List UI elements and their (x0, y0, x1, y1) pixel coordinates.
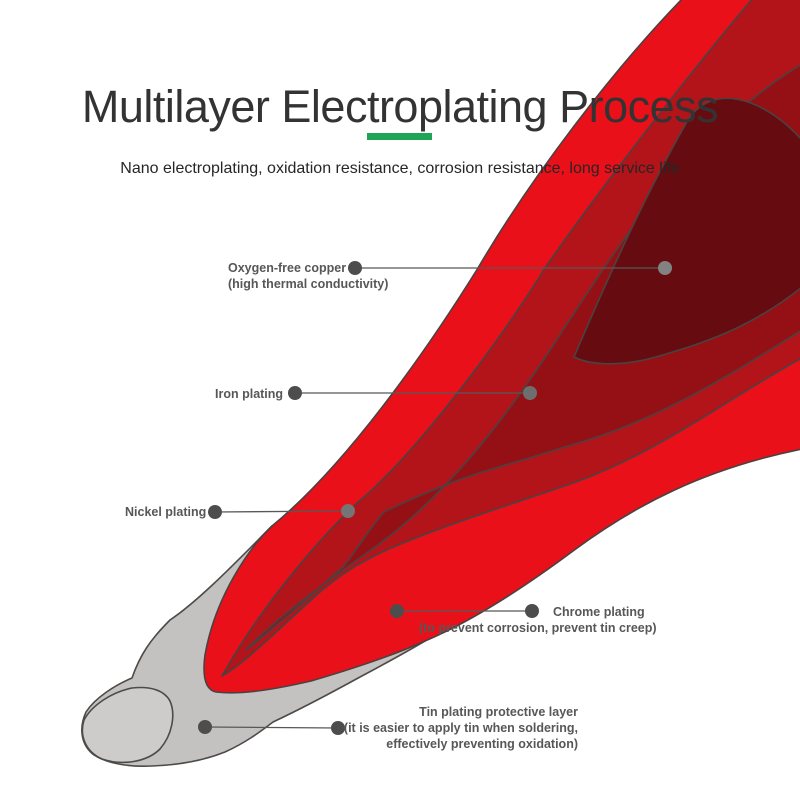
label-line: Iron plating (215, 387, 284, 401)
leader-nickel (208, 504, 355, 519)
leader-dot (390, 604, 404, 618)
leader-dot (341, 504, 355, 518)
label-line: Oxygen-free copper (228, 261, 347, 275)
leader-line (214, 510, 349, 513)
page-subtitle: Nano electroplating, oxidation resistanc… (120, 160, 680, 177)
label-line: Tin plating protective layer (419, 705, 578, 719)
leader-dot (331, 721, 345, 735)
label-chrome-plating: Chrome plating (553, 604, 645, 620)
label-oxygen-free-copper: Oxygen-free copper (high thermal conduct… (228, 260, 388, 292)
accent-underline (367, 133, 432, 140)
leader-dot (198, 720, 212, 734)
label-iron-plating: Iron plating (215, 386, 283, 402)
label-line: (it is easier to apply tin when solderin… (343, 721, 578, 735)
copper-core-shape (573, 97, 800, 365)
leader-dot (523, 386, 537, 400)
tip-dome (81, 686, 174, 764)
label-nickel-plating: Nickel plating (125, 504, 206, 520)
leader-dot (288, 386, 302, 400)
leader-copper (348, 261, 672, 275)
leader-dot (658, 261, 672, 275)
label-line: (high thermal conductivity) (228, 277, 389, 291)
label-line: (to prevent corrosion, prevent tin creep… (419, 621, 657, 635)
leader-dot (208, 505, 222, 519)
leader-chrome (390, 604, 539, 618)
label-line: effectively preventing oxidation) (386, 737, 578, 751)
label-line: Chrome plating (553, 605, 645, 619)
label-tin-plating: Tin plating protective layer (it is easi… (344, 704, 578, 752)
leader-iron (288, 386, 537, 400)
leader-line (204, 726, 339, 729)
leader-dot (525, 604, 539, 618)
page-title: Multilayer Electroplating Process (81, 81, 719, 132)
leader-dot (348, 261, 362, 275)
leader-tin (198, 720, 345, 735)
label-line: Nickel plating (125, 505, 207, 519)
label-chrome-plating-note: (to prevent corrosion, prevent tin creep… (419, 620, 657, 636)
